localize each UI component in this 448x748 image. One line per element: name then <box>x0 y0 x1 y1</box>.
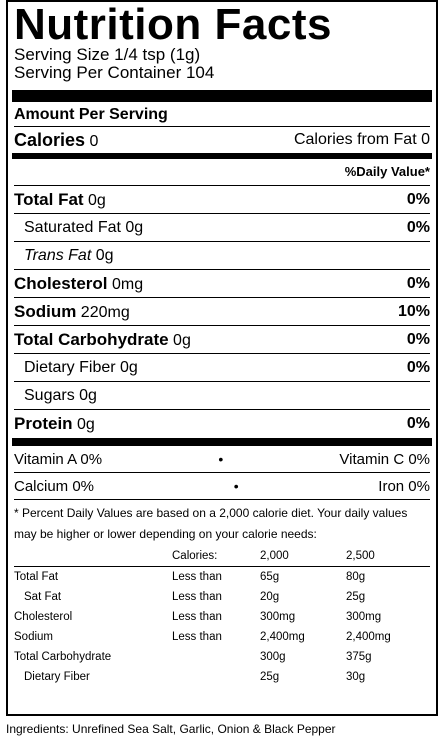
nutrient-amount: 0g <box>77 416 95 433</box>
dv-table-row: Sat Fat Less than 20g 25g <box>14 587 430 607</box>
nutrient-percent: 0% <box>406 218 430 236</box>
nutrient-label: Total Carbohydrate <box>14 329 169 349</box>
serving-size: Serving Size 1/4 tsp (1g) <box>14 45 201 64</box>
nutrient-label: Total Fat <box>14 189 84 209</box>
nutrient-percent: 0% <box>406 190 430 208</box>
dv-table-cell: Less than <box>172 611 222 623</box>
calories-value: 0 <box>89 132 99 150</box>
divider-medium <box>12 153 432 159</box>
calories-from-fat: Calories from Fat 0 <box>293 131 430 148</box>
dv-table-cell: Total Fat <box>14 571 59 583</box>
dv-table-cell: Less than <box>172 571 222 583</box>
nutrition-facts-panel: Nutrition Facts Serving Size 1/4 tsp (1g… <box>6 0 438 716</box>
dv-table-cell: Less than <box>172 591 222 603</box>
vitamin-left: Calcium 0% <box>14 477 95 495</box>
nutrient-row: Cholesterol 0mg 0% <box>14 270 430 298</box>
vitamin-right: Iron 0% <box>378 477 430 495</box>
nutrient-percent: 10% <box>397 302 430 320</box>
nutrient-amount: 0g <box>79 386 97 404</box>
nutrient-label: Cholesterol <box>14 273 108 293</box>
nutrient-row: Protein 0g 0% <box>14 410 430 438</box>
vitamin-list: Vitamin A 0% • Vitamin C 0% Calcium 0% • Iron… <box>14 446 430 500</box>
nutrient-label: Dietary Fiber <box>24 358 116 376</box>
nutrient-label: Trans Fat <box>24 246 92 264</box>
dv-header-cell: 2,500 <box>346 546 430 567</box>
dv-table-row: Sodium Less than 2,400mg 2,400mg <box>14 627 430 647</box>
dv-table-cell: 300mg <box>346 611 382 623</box>
dv-table-cell: 25g <box>260 671 280 683</box>
vitamin-row: Vitamin A 0% • Vitamin C 0% <box>14 446 430 473</box>
dv-table-row: Total Carbohydrate 300g 375g <box>14 647 430 667</box>
vitamin-right: Vitamin C 0% <box>339 450 430 468</box>
footnote: * Percent Daily Values are based on a 2,… <box>14 506 408 541</box>
dv-table-cell: Cholesterol <box>14 611 73 623</box>
dv-table-cell: 300mg <box>260 611 296 623</box>
dv-table-cell: 2,400mg <box>346 631 391 643</box>
dv-header-cell: 2,000 <box>260 546 346 567</box>
nutrient-row: Sugars 0g <box>14 382 430 410</box>
nutrient-row: Trans Fat 0g <box>14 242 430 270</box>
ingredients: Ingredients: Unrefined Sea Salt, Garlic,… <box>6 722 336 736</box>
nutrient-row: Dietary Fiber 0g 0% <box>14 354 430 382</box>
divider-thick-2 <box>12 438 432 446</box>
dv-table-cell: 25g <box>346 591 366 603</box>
dv-table-cell: 300g <box>260 651 286 663</box>
nutrient-percent: 0% <box>406 330 430 348</box>
dv-table-cell: Dietary Fiber <box>24 671 90 683</box>
daily-value-table: Calories: 2,000 2,500 Total Fat Less than 65g… <box>14 546 430 687</box>
nutrient-percent: 0% <box>406 358 430 376</box>
dv-table-header: Calories: 2,000 2,500 <box>14 546 430 567</box>
dv-header-cell <box>14 546 172 567</box>
bullet-icon: • <box>233 478 239 494</box>
nutrient-label: Sodium <box>14 301 77 321</box>
nutrient-label: Sugars <box>24 386 75 404</box>
vitamin-left: Vitamin A 0% <box>14 450 103 468</box>
dv-table-cell: 80g <box>346 571 366 583</box>
dv-table-cell: Sat Fat <box>24 591 62 603</box>
dv-table-cell: 20g <box>260 591 280 603</box>
nutrient-percent: 0% <box>406 415 430 432</box>
nutrient-amount: 0g <box>95 246 114 264</box>
dv-table-cell: 375g <box>346 651 372 663</box>
calories-row: Calories 0 Calories from Fat 0 <box>14 127 430 153</box>
nutrient-label: Protein <box>14 414 73 433</box>
divider-thick <box>12 90 432 102</box>
nutrient-row: Total Carbohydrate 0g 0% <box>14 326 430 354</box>
dv-table-cell: Less than <box>172 631 222 643</box>
nutrition-title: Nutrition Facts <box>14 0 332 49</box>
nutrient-row: Sodium 220mg 10% <box>14 298 430 326</box>
nutrient-amount: 0g <box>173 331 191 349</box>
nutrient-amount: 220mg <box>80 303 130 321</box>
dv-header-cell: Calories: <box>172 546 260 567</box>
calories-label: Calories <box>14 129 86 150</box>
nutrient-amount: 0g <box>125 218 144 236</box>
nutrient-row: Saturated Fat 0g 0% <box>14 214 430 242</box>
nutrient-list: Total Fat 0g 0% Saturated Fat 0g 0% Trans Fa… <box>14 186 430 438</box>
servings-per-container: Serving Per Container 104 <box>14 63 215 82</box>
dv-table-row: Total Fat Less than 65g 80g <box>14 567 430 588</box>
dv-table-row: Cholesterol Less than 300mg 300mg <box>14 607 430 627</box>
daily-value-header: %Daily Value* <box>14 159 430 186</box>
amount-per-serving: Amount Per Serving <box>14 102 430 127</box>
dv-table-row: Dietary Fiber 25g 30g <box>14 667 430 687</box>
dv-table-cell: Total Carbohydrate <box>14 651 112 663</box>
dv-table-cell <box>172 647 260 667</box>
dv-table-cell <box>172 667 260 687</box>
bullet-icon: • <box>218 451 224 467</box>
vitamin-row: Calcium 0% • Iron 0% <box>14 473 430 500</box>
dv-table-cell: Sodium <box>14 631 53 643</box>
nutrient-percent: 0% <box>406 274 430 292</box>
nutrient-amount: 0g <box>120 358 138 376</box>
nutrient-label: Saturated Fat <box>24 218 121 236</box>
dv-table-cell: 30g <box>346 671 366 683</box>
dv-table-cell: 2,400mg <box>260 631 305 643</box>
nutrient-row: Total Fat 0g 0% <box>14 186 430 214</box>
dv-table-cell: 65g <box>260 571 280 583</box>
nutrient-amount: 0mg <box>111 275 144 293</box>
nutrient-amount: 0g <box>88 191 106 209</box>
